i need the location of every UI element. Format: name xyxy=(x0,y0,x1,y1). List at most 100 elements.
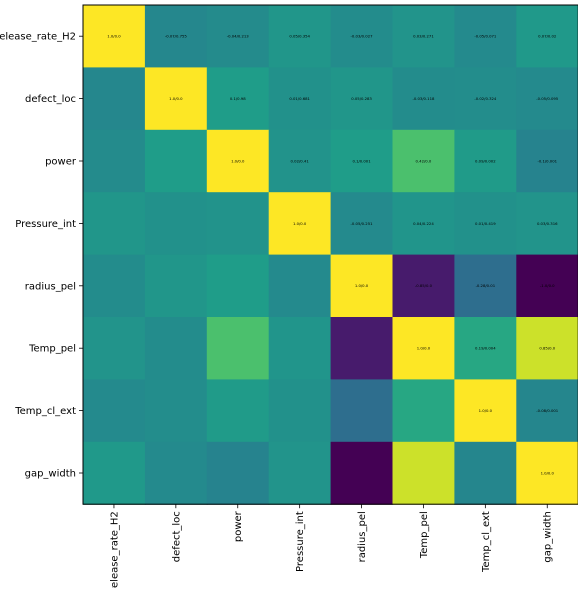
x-tick-label-2: power xyxy=(233,510,244,542)
cell-label-1-1: 1.0/0.0 xyxy=(169,96,183,101)
heatmap-cell-6-7 xyxy=(516,379,578,443)
heatmap-cell-3-5 xyxy=(392,192,455,256)
heatmap-cell-6-2 xyxy=(206,379,270,443)
y-tick-label-3: Pressure_int xyxy=(15,219,76,230)
heatmap-cell-7-4 xyxy=(330,441,394,505)
heatmap-cell-0-2 xyxy=(206,5,270,68)
heatmap-cell-2-0 xyxy=(83,129,146,193)
heatmap-cell-5-5 xyxy=(392,317,455,380)
x-tick-label-0: release_rate_H2 xyxy=(109,511,120,588)
heatmap-cell-7-2 xyxy=(206,441,270,505)
heatmap-cell-4-4 xyxy=(330,254,394,318)
heatmap-cell-1-6 xyxy=(454,67,517,131)
cell-label-0-1: -0.07/0.755 xyxy=(165,34,188,39)
heatmap-cell-3-4 xyxy=(330,192,394,256)
heatmap-cells xyxy=(83,5,578,505)
heatmap-cell-2-6 xyxy=(454,129,517,193)
cell-label-2-2: 1.0/0.0 xyxy=(231,158,245,163)
cell-label-0-0: 1.0/0.0 xyxy=(107,34,121,39)
x-tick-label-7: gap_width xyxy=(543,511,554,562)
x-tick-label-1: defect_loc xyxy=(171,511,182,562)
x-tick-label-5: Temp_pel xyxy=(419,511,430,559)
heatmap-cell-0-4 xyxy=(330,5,394,68)
x-axis: release_rate_H2 defect_loc power Pressure_i… xyxy=(109,504,554,592)
cell-label-0-2: -0.04/0.213 xyxy=(227,34,250,39)
y-tick-label-4: radius_pel xyxy=(25,281,76,292)
heatmap-cell-4-2 xyxy=(206,254,270,318)
heatmap-cell-4-7 xyxy=(516,254,578,318)
heatmap-cell-5-1 xyxy=(144,317,208,380)
heatmap-cell-2-2 xyxy=(206,129,270,193)
heatmap-cell-7-3 xyxy=(268,441,332,505)
cell-label-4-7: -1.0/0.0 xyxy=(540,283,555,288)
heatmap-cell-2-4 xyxy=(330,129,394,193)
y-tick-label-7: gap_width xyxy=(25,469,76,480)
heatmap-cell-0-3 xyxy=(268,5,332,68)
heatmap-cell-5-3 xyxy=(268,317,332,380)
heatmap-cell-4-0 xyxy=(83,254,146,318)
heatmap-cell-5-0 xyxy=(83,317,146,380)
cell-label-3-3: 1.0/0.0 xyxy=(293,221,307,226)
heatmap-cell-4-6 xyxy=(454,254,517,318)
heatmap-cell-4-1 xyxy=(144,254,208,318)
heatmap-cell-6-3 xyxy=(268,379,332,443)
heatmap-cell-7-6 xyxy=(454,441,517,505)
y-tick-label-0: release_rate_H2 xyxy=(0,32,76,43)
cell-label-1-5: -0.03/0.118 xyxy=(412,96,435,101)
cell-label-1-4: 0.05/0.283 xyxy=(351,96,372,101)
cell-label-2-6: 0.09/0.002 xyxy=(475,158,496,163)
heatmap-cell-3-6 xyxy=(454,192,517,256)
heatmap-cell-3-3 xyxy=(268,192,332,256)
heatmap-cell-3-2 xyxy=(206,192,270,256)
x-tick-label-3: Pressure_int xyxy=(295,511,306,572)
heatmap-cell-7-7 xyxy=(516,441,578,505)
cell-label-0-7: 0.07/0.02 xyxy=(538,34,557,39)
cell-label-6-6: 1.0/0.0 xyxy=(479,408,493,413)
cell-label-1-7: -0.05/0.095 xyxy=(536,96,559,101)
heatmap-cell-labels: 1.0/0.0 -0.07/0.755 -0.04/0.213 0.05/0.354 -… xyxy=(107,34,559,476)
heatmap-cell-2-7 xyxy=(516,129,578,193)
heatmap-cell-5-2 xyxy=(206,317,270,380)
heatmap-cell-5-6 xyxy=(454,317,517,380)
heatmap-cell-0-1 xyxy=(144,5,208,68)
cell-label-3-7: 0.03/0.316 xyxy=(537,221,558,226)
heatmap-cell-6-0 xyxy=(83,379,146,443)
cell-label-1-2: 0.1/0.98 xyxy=(230,96,246,101)
cell-label-0-6: -0.05/0.071 xyxy=(474,34,497,39)
cell-label-5-5: 1.0/0.0 xyxy=(417,346,431,351)
cell-label-6-7: -0.08/0.001 xyxy=(536,408,559,413)
cell-label-3-6: 0.01/0.419 xyxy=(475,221,496,226)
cell-label-4-5: -0.85/0.0 xyxy=(415,283,433,288)
heatmap-cell-3-0 xyxy=(83,192,146,256)
heatmap-cell-2-3 xyxy=(268,129,332,193)
cell-label-0-3: 0.05/0.354 xyxy=(289,34,310,39)
y-tick-label-2: power xyxy=(45,157,77,168)
cell-label-2-4: 0.1/0.001 xyxy=(352,158,371,163)
heatmap-cell-3-1 xyxy=(144,192,208,256)
heatmap-cell-7-0 xyxy=(83,441,146,505)
cell-label-1-6: -0.02/0.324 xyxy=(474,96,497,101)
heatmap-cell-7-1 xyxy=(144,441,208,505)
cell-label-4-4: 1.0/0.0 xyxy=(355,283,369,288)
heatmap-cell-1-4 xyxy=(330,67,394,131)
heatmap-cell-2-5 xyxy=(392,129,455,193)
x-tick-label-6: Temp_cl_ext xyxy=(481,511,492,573)
cell-label-3-4: -0.05/0.251 xyxy=(351,221,374,226)
heatmap-cell-5-4 xyxy=(330,317,394,380)
x-tick-label-4: radius_pel xyxy=(357,511,368,562)
heatmap-cell-4-3 xyxy=(268,254,332,318)
heatmap-cell-7-5 xyxy=(392,441,455,505)
heatmap-cell-0-6 xyxy=(454,5,517,68)
heatmap-cell-0-0 xyxy=(83,5,146,68)
cell-label-5-6: 0.19/0.004 xyxy=(475,346,496,351)
heatmap-cell-1-1 xyxy=(144,67,208,131)
heatmap-cell-1-7 xyxy=(516,67,578,131)
cell-label-0-5: 0.03/0.271 xyxy=(413,34,434,39)
y-tick-label-1: defect_loc xyxy=(25,94,76,105)
heatmap-cell-0-5 xyxy=(392,5,455,68)
heatmap-cell-6-5 xyxy=(392,379,455,443)
cell-label-0-4: -0.03/0.027 xyxy=(351,34,374,39)
heatmap-cell-6-4 xyxy=(330,379,394,443)
